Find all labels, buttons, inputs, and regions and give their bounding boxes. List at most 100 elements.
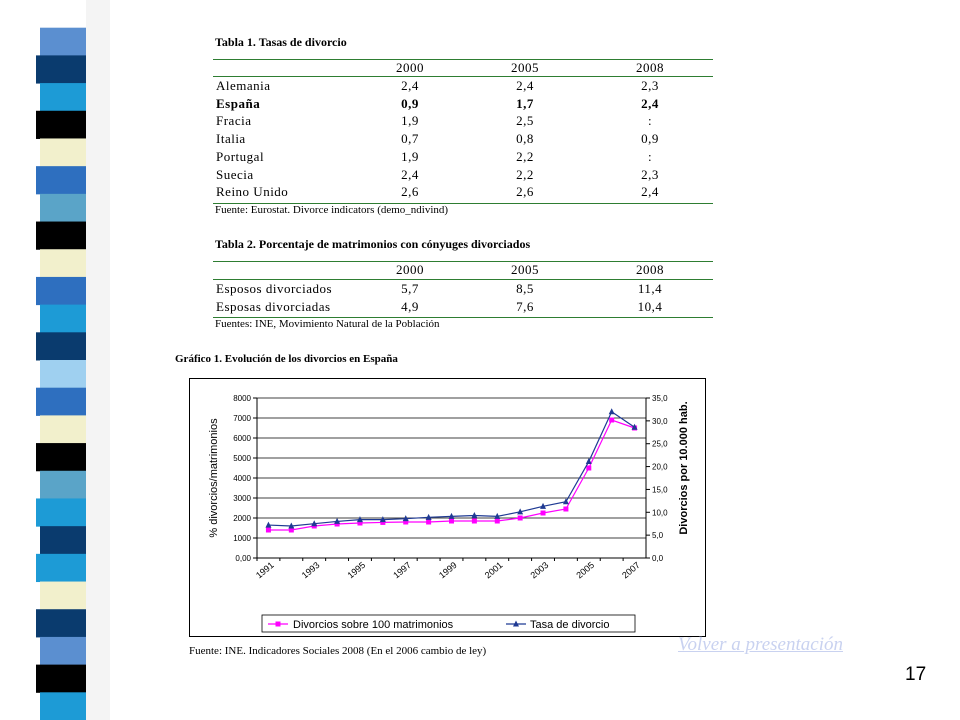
stripe-segment (36, 443, 86, 472)
series-1-point (540, 510, 546, 516)
table1-cell: 2,3 (641, 166, 659, 182)
table1-cell: 2,2 (516, 148, 534, 164)
series-2-point (631, 423, 638, 430)
series-line-2 (268, 410, 635, 527)
decorative-stripe-band (36, 0, 110, 720)
x-tick-label: 1999 (437, 560, 459, 581)
back-to-presentation-link[interactable]: Volver a presentación (678, 634, 843, 655)
legend-label-1: Divorcios sobre 100 matrimonios (293, 619, 454, 631)
divorce-evolution-chart: 0,00 1000 2000 3000 4000 5000 6000 7000 8000 0,0 5… (208, 394, 690, 633)
stripe-segment (36, 166, 86, 195)
series-2-point (448, 512, 455, 519)
table1-row-label: Suecia (216, 166, 254, 182)
series-1-point (494, 518, 500, 524)
table1-source: Fuente: Eurostat. Divorce indicators (de… (215, 204, 449, 216)
table1-cell: 2,4 (401, 78, 419, 93)
stripe-segment (40, 249, 86, 278)
x-tick-label: 1997 (391, 560, 413, 581)
stripe-segment (40, 415, 86, 444)
x-tick-label: 1991 (254, 560, 276, 581)
stripe-segment (36, 664, 86, 693)
table2-header-rule (213, 279, 713, 280)
table1-cell: : (647, 113, 653, 129)
table2-title: Tabla 2. Porcentaje de matrimonios con c… (215, 237, 531, 251)
table1-cell: : (647, 148, 653, 164)
stripe-segment (40, 304, 86, 333)
table1-bottom-rule (213, 203, 713, 204)
series-1-point (471, 518, 477, 524)
y-left-tick-label: 3000 (233, 494, 251, 503)
y-left-tick-label: 8000 (233, 394, 251, 403)
stripe-segment (40, 138, 86, 167)
stripe-segment (40, 526, 86, 555)
legend-box (261, 614, 636, 633)
y-left-tick-label: 4000 (233, 474, 251, 483)
series-2-point (425, 513, 432, 520)
table1-row-label: España (216, 95, 261, 111)
table1-cell: 0,9 (401, 95, 419, 111)
series-1-point (563, 506, 569, 512)
series-2-point (471, 511, 478, 518)
table2-cell: 5,7 (401, 281, 419, 296)
y-right-tick-label: 10,0 (652, 508, 668, 517)
table2-cell: 4,9 (401, 299, 419, 314)
series-1-point (288, 527, 294, 533)
series-2-point (334, 517, 341, 524)
stripe-segment (36, 110, 86, 139)
page-number: 17 (905, 664, 927, 685)
series-1-point (403, 519, 409, 525)
stripe-segment (40, 27, 86, 56)
table1-cell: 2,2 (516, 166, 534, 182)
table1-row-label: Portugal (216, 148, 265, 164)
table2-top-rule (213, 261, 713, 262)
stripe-segment (36, 332, 86, 361)
y-left-tick-label: 1000 (233, 534, 251, 543)
stripe-segment (36, 553, 86, 583)
table2-header-2005: 2005 (511, 262, 539, 277)
chart-title: Gráfico 1. Evolución de los divorcios en… (175, 353, 398, 365)
table1-row-label: Reino Unido (216, 184, 289, 200)
stripe-segment (36, 221, 86, 250)
series-2-point (562, 498, 569, 505)
series-2-point (288, 522, 295, 529)
table2-row-label: Esposas divorciadas (216, 299, 331, 314)
y-left-tick-label: 0,00 (235, 554, 251, 563)
series-2-point (379, 516, 386, 523)
stripe-segment (36, 276, 86, 306)
series-2-point (608, 408, 615, 415)
table1-cell: 0,8 (516, 131, 534, 147)
table2-header-2000: 2000 (396, 262, 424, 277)
stripe-segment (36, 0, 86, 29)
stripe-segment (40, 636, 86, 666)
y-right-tick-label: 25,0 (652, 440, 668, 449)
table1-cell: 1,9 (401, 113, 419, 129)
table2-bottom-rule (213, 317, 713, 318)
stripe-segment (36, 55, 86, 84)
legend-label-2: Tasa de divorcio (530, 619, 610, 631)
table1-cell: 2,4 (641, 184, 659, 200)
x-tick-label: 1995 (345, 560, 367, 581)
table1-row-label: Alemania (216, 78, 271, 93)
y-left-tick-label: 7000 (233, 414, 251, 423)
table1-top-rule (213, 59, 713, 60)
legend-marker-1 (275, 621, 281, 627)
stripe-segment (36, 609, 86, 638)
series-2-point (356, 516, 363, 523)
table1-cell: 2,4 (516, 78, 534, 93)
series-2-point (311, 520, 318, 527)
table2-row-label: Esposos divorciados (216, 281, 333, 296)
table1-cell: 0,7 (401, 131, 419, 147)
series-1-point (334, 521, 340, 527)
table1-header-2000: 2000 (396, 60, 424, 75)
table1-cell: 1,9 (401, 148, 419, 164)
table1-cell: 2,6 (401, 184, 419, 200)
stripe-segment (40, 581, 86, 610)
table2-source: Fuentes: INE, Movimiento Natural de la P… (215, 318, 440, 330)
table2-cell: 7,6 (516, 299, 534, 314)
table1-cell: 2,4 (401, 166, 419, 182)
table1-cell: 1,7 (516, 95, 534, 111)
chart-container: 0,00 1000 2000 3000 4000 5000 6000 7000 8000 0,0 5… (189, 378, 706, 637)
table1-cell: 2,6 (516, 184, 534, 200)
table1-row-label: Italia (216, 131, 246, 147)
stripe-segment (40, 83, 86, 112)
